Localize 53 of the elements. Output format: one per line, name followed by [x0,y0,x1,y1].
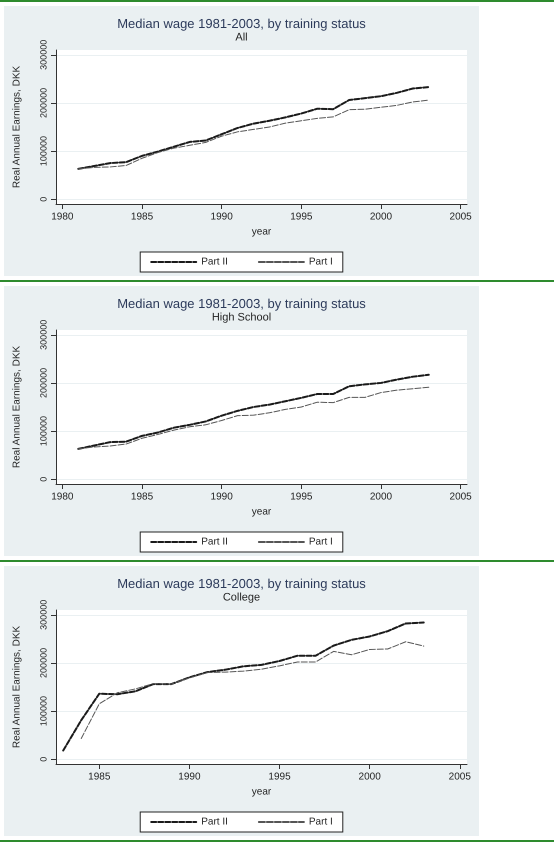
line-series [62,622,425,752]
x-tick-label: 2000 [370,212,393,222]
legend-label: Part II [201,256,228,268]
y-axis-title: Real Annual Earnings, DKK [12,66,22,188]
legend-label: Part I [308,536,333,548]
legend-label: Part II [201,816,228,828]
x-tick-label: 1990 [210,492,234,502]
y-tick-label: 200000 [38,648,48,678]
y-tick-label: 100000 [38,416,48,446]
y-tick-label: 0 [38,196,48,202]
x-tick-label: 1990 [210,212,234,222]
legend-label: Part II [201,536,228,548]
line-series [77,374,430,450]
line-series [78,100,430,170]
y-tick-label: 300000 [38,40,48,70]
chart-subtitle: High School [212,312,272,324]
chart-subtitle: All [235,32,248,44]
x-tick-label: 2000 [370,492,393,502]
chart-subtitle: College [222,592,260,604]
x-tick-label: 1995 [290,492,313,502]
y-tick-label: 200000 [38,88,48,118]
x-axis-title: year [252,226,272,238]
x-tick-label: 1980 [51,212,74,222]
line-series [80,641,424,739]
x-tick-label: 1985 [88,772,111,782]
y-tick-label: 300000 [38,600,48,630]
chart-title: Median wage 1981-2003, by training status [117,296,366,311]
y-tick-label: 100000 [38,696,48,726]
y-tick-label: 0 [38,756,48,762]
x-tick-label: 2005 [450,212,472,222]
y-axis-title: Real Annual Earnings, DKK [12,346,22,468]
x-tick-label: 1985 [130,212,154,222]
x-tick-label: 2005 [448,772,472,782]
y-tick-label: 100000 [38,136,48,166]
line-series [77,86,430,170]
legend-label: Part I [308,256,333,268]
x-tick-label: 2005 [450,492,472,502]
legend-label: Part I [308,816,333,828]
y-tick-label: 200000 [38,368,48,398]
chart-title: Median wage 1981-2003, by training status [117,576,366,591]
x-tick-label: 1985 [130,492,154,502]
x-axis-title: year [252,786,272,798]
x-tick-label: 1995 [290,212,313,222]
x-axis-title: year [252,506,272,518]
y-tick-label: 0 [38,476,48,482]
y-tick-label: 300000 [38,320,48,350]
x-tick-label: 1990 [178,772,201,782]
x-tick-label: 1980 [51,492,74,502]
chart-title: Median wage 1981-2003, by training status [117,16,366,31]
x-tick-label: 1995 [268,772,292,782]
y-axis-title: Real Annual Earnings, DKK [12,626,22,748]
x-tick-label: 2000 [358,772,382,782]
line-series [78,386,430,450]
